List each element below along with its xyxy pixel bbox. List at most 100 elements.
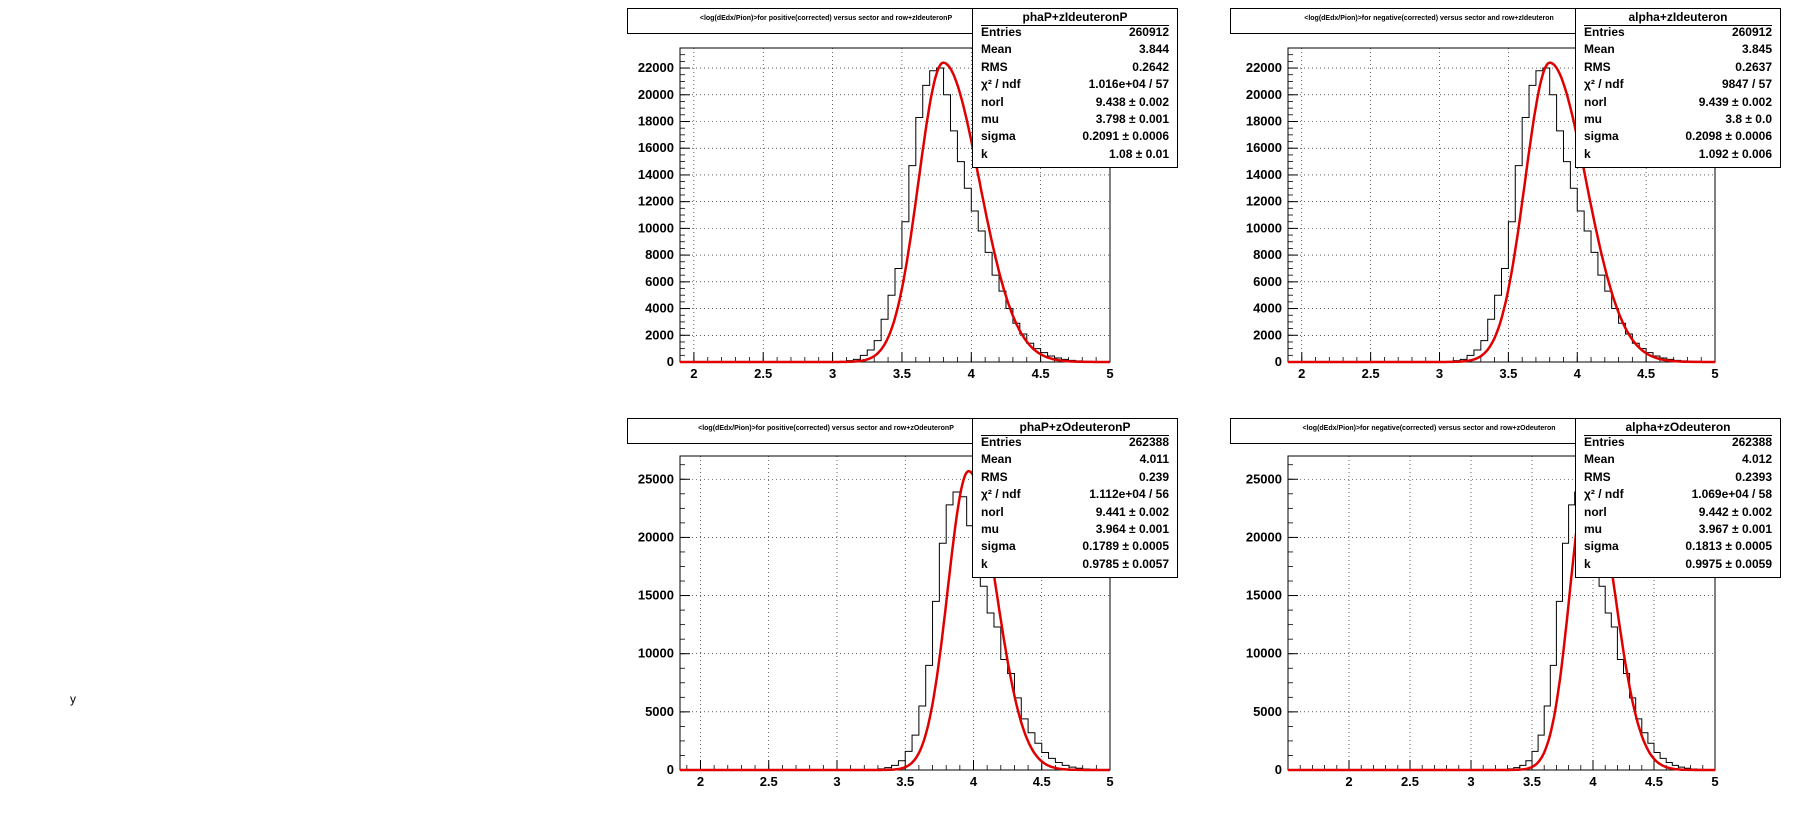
y-tick-label: 16000	[1246, 140, 1282, 155]
stats-key: norl	[981, 94, 1004, 109]
stats-row: k 0.9785 ± 0.0057	[981, 557, 1169, 572]
stats-value: 4.011	[1139, 452, 1169, 467]
stats-value: 0.2637	[1735, 59, 1772, 74]
fit-curve	[680, 469, 1110, 772]
stats-value: 0.9975 ± 0.0059	[1685, 556, 1772, 571]
stats-value: 3.845	[1741, 42, 1772, 57]
stats-value: 260912	[1731, 25, 1772, 39]
x-tick-label: 4	[1574, 366, 1582, 381]
stats-box: phaP+zIdeuteronP Entries 260912 Mean 3.844 R…	[972, 8, 1178, 168]
stats-value: 9.439 ± 0.002	[1698, 94, 1772, 109]
stats-key: sigma	[981, 539, 1016, 554]
stats-box: alpha+zIdeuteron Entries 260912 Mean 3.845 R…	[1575, 8, 1781, 168]
y-tick-label: 2000	[645, 327, 674, 342]
plot-title: <log(dEdx/Pion)>for positive(corrected) …	[627, 418, 1025, 444]
y-tick-label: 12000	[638, 194, 674, 209]
stats-row: Entries 260912	[981, 25, 1169, 40]
stats-key: Entries	[981, 25, 1022, 39]
stats-row: RMS 0.2642	[981, 60, 1169, 75]
stats-key: RMS	[981, 59, 1008, 74]
stats-value: 0.9785 ± 0.0057	[1082, 556, 1169, 571]
x-tick-label: 2	[690, 366, 697, 381]
stats-key: χ² / ndf	[1584, 487, 1624, 502]
stats-value: 260912	[1128, 25, 1169, 39]
stats-key: mu	[1584, 112, 1602, 126]
stats-row: χ² / ndf 1.016e+04 / 57	[981, 77, 1169, 92]
x-tick-label: 5	[1711, 366, 1718, 381]
stats-key: norl	[1584, 94, 1607, 109]
fit-curve	[1288, 61, 1715, 364]
stats-value: 1.112e+04 / 56	[1089, 487, 1169, 502]
stats-value: 9847 / 57	[1721, 77, 1772, 92]
x-tick-label: 3	[1467, 774, 1474, 789]
stats-row: norl 9.441 ± 0.002	[981, 505, 1169, 520]
y-tick-label: 0	[1275, 354, 1282, 369]
x-tick-label: 3.5	[1523, 774, 1541, 789]
stats-key: sigma	[1584, 129, 1619, 144]
plot-title: <log(dEdx/Pion)>for negative(corrected) …	[1230, 8, 1628, 34]
y-tick-label: 14000	[1246, 167, 1282, 182]
stats-value: 3.8 ± 0.0	[1725, 112, 1772, 126]
y-tick-label: 20000	[1246, 87, 1282, 102]
stats-row: Mean 3.845	[1584, 42, 1772, 57]
stats-key: RMS	[1584, 59, 1611, 74]
stats-row: χ² / ndf 1.112e+04 / 56	[981, 487, 1169, 502]
stats-key: mu	[981, 112, 999, 126]
stats-key: k	[981, 146, 988, 161]
stats-name: phaP+zOdeuteronP	[981, 419, 1169, 436]
x-tick-label: 4.5	[1032, 366, 1050, 381]
y-tick-label: 10000	[1246, 646, 1282, 661]
stats-row: norl 9.442 ± 0.002	[1584, 505, 1772, 520]
y-tick-label: 10000	[638, 220, 674, 235]
stats-key: k	[1584, 146, 1591, 161]
stats-row: RMS 0.2637	[1584, 60, 1772, 75]
y-tick-label: 8000	[1253, 247, 1282, 262]
stats-value: 3.844	[1138, 42, 1169, 57]
stats-row: sigma 0.2098 ± 0.0006	[1584, 129, 1772, 144]
y-tick-label: 5000	[1253, 704, 1282, 719]
stats-key: sigma	[1584, 539, 1619, 554]
y-tick-label: 22000	[638, 60, 674, 75]
stats-box: alpha+zOdeuteron Entries 262388 Mean 4.012 R…	[1575, 418, 1781, 578]
stats-key: χ² / ndf	[1584, 77, 1624, 92]
y-tick-label: 22000	[1246, 60, 1282, 75]
y-tick-label: 14000	[638, 167, 674, 182]
stats-row: Entries 262388	[981, 435, 1169, 450]
stats-row: Entries 262388	[1584, 435, 1772, 450]
stats-key: Entries	[981, 435, 1022, 449]
stats-name: alpha+zOdeuteron	[1584, 419, 1772, 436]
x-tick-label: 4.5	[1637, 366, 1655, 381]
y-tick-label: 12000	[1246, 194, 1282, 209]
stats-row: RMS 0.2393	[1584, 470, 1772, 485]
stats-key: χ² / ndf	[981, 77, 1021, 92]
y-tick-label: 18000	[1246, 113, 1282, 128]
stats-box: phaP+zOdeuteronP Entries 262388 Mean 4.011 R…	[972, 418, 1178, 578]
y-tick-label: 0	[667, 354, 674, 369]
x-tick-label: 5	[1106, 366, 1113, 381]
y-tick-label: 10000	[638, 646, 674, 661]
x-tick-label: 4.5	[1645, 774, 1663, 789]
stats-row: Mean 4.012	[1584, 452, 1772, 467]
plot-title: <log(dEdx/Pion)>for negative(corrected) …	[1230, 418, 1628, 444]
fit-curve	[1288, 470, 1715, 772]
stats-value: 1.016e+04 / 57	[1088, 77, 1169, 92]
y-tick-label: 4000	[1253, 301, 1282, 316]
stats-key: Mean	[981, 42, 1012, 57]
y-tick-label: 6000	[1253, 274, 1282, 289]
x-tick-label: 2	[697, 774, 704, 789]
y-tick-label: 5000	[645, 704, 674, 719]
stats-value: 0.2393	[1735, 469, 1772, 484]
stats-row: χ² / ndf 9847 / 57	[1584, 77, 1772, 92]
x-tick-label: 3.5	[896, 774, 914, 789]
histogram-series	[680, 67, 1111, 363]
y-tick-label: 0	[1275, 762, 1282, 777]
stats-key: Mean	[981, 452, 1012, 467]
x-tick-label: 4	[1589, 774, 1597, 789]
stats-value: 1.069e+04 / 58	[1691, 487, 1772, 502]
x-tick-label: 3.5	[1499, 366, 1517, 381]
stats-row: mu 3.8 ± 0.0	[1584, 112, 1772, 127]
y-tick-label: 25000	[638, 471, 674, 486]
y-tick-label: 20000	[638, 87, 674, 102]
stats-key: Entries	[1584, 435, 1625, 449]
